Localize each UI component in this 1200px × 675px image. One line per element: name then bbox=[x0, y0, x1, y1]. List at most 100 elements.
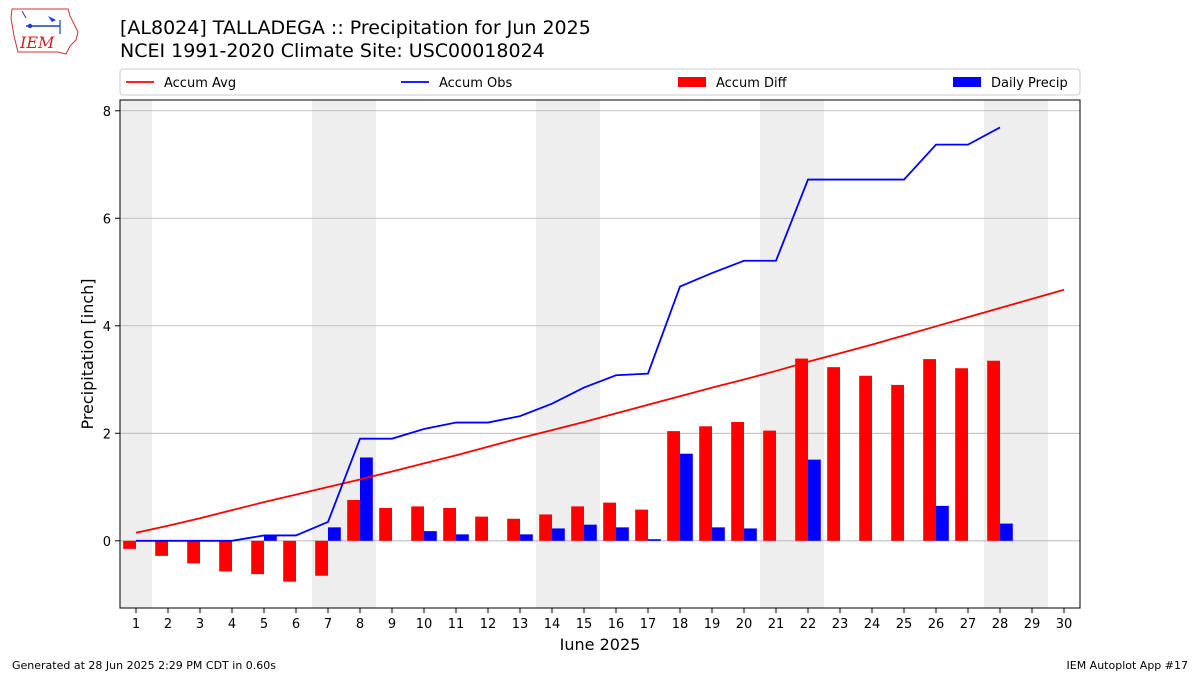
x-tick-label: 28 bbox=[992, 617, 1009, 632]
legend-accum-diff-marker bbox=[678, 77, 706, 87]
accum-diff-bar bbox=[539, 514, 552, 541]
daily-precip-bar bbox=[264, 535, 277, 541]
x-tick-label: 12 bbox=[480, 617, 497, 632]
x-tick-label: 17 bbox=[640, 617, 657, 632]
accum-diff-bar bbox=[219, 540, 232, 572]
accum-diff-bar bbox=[987, 360, 1000, 541]
accum-diff-bar bbox=[763, 430, 776, 541]
accum-diff-bar bbox=[635, 509, 648, 541]
accum-diff-bar bbox=[155, 540, 168, 556]
svg-text:IEM: IEM bbox=[19, 33, 55, 52]
accum-diff-bar bbox=[795, 358, 808, 541]
daily-precip-bar bbox=[712, 527, 725, 541]
accum-diff-bar bbox=[603, 502, 616, 541]
chart-title: [AL8024] TALLADEGA :: Precipitation for … bbox=[120, 17, 591, 39]
y-tick-label: 4 bbox=[103, 320, 111, 335]
daily-precip-bar bbox=[360, 457, 373, 541]
accum-diff-bar bbox=[891, 384, 904, 541]
legend-accum-avg-label: Accum Avg bbox=[164, 76, 236, 91]
accum-obs-line bbox=[136, 126, 1001, 542]
x-tick-label: 27 bbox=[960, 617, 977, 632]
x-tick-label: 11 bbox=[448, 617, 465, 632]
x-tick-label: 2 bbox=[164, 617, 172, 632]
x-tick-label: 13 bbox=[512, 617, 529, 632]
x-tick-label: 20 bbox=[736, 617, 753, 632]
x-tick-label: 9 bbox=[388, 617, 396, 632]
x-tick-label: 30 bbox=[1056, 617, 1073, 632]
daily-precip-bar bbox=[424, 531, 437, 541]
x-tick-label: 5 bbox=[260, 617, 268, 632]
x-tick-label: 24 bbox=[864, 617, 881, 632]
x-tick-label: 4 bbox=[228, 617, 236, 632]
accum-diff-bar bbox=[443, 508, 456, 541]
daily-precip-bar bbox=[584, 524, 597, 541]
accum-avg-line bbox=[135, 288, 1065, 534]
iem-logo: IEM bbox=[10, 8, 79, 55]
x-tick-label: 22 bbox=[800, 617, 817, 632]
footer-app: IEM Autoplot App #17 bbox=[1066, 659, 1189, 672]
daily-precip-bar bbox=[936, 505, 949, 541]
x-tick-label: 29 bbox=[1024, 617, 1041, 632]
accum-diff-bar bbox=[411, 506, 424, 541]
accum-diff-bar bbox=[507, 518, 520, 541]
y-tick-label: 2 bbox=[103, 427, 111, 442]
daily-precip-bar bbox=[648, 539, 661, 541]
legend: Accum Avg Accum Obs Accum Diff Daily Precip bbox=[119, 68, 1081, 96]
daily-precip-bar bbox=[456, 534, 469, 541]
weekend-band bbox=[120, 100, 152, 608]
accum-diff-bar bbox=[731, 422, 744, 541]
x-axis-label: June 2025 bbox=[559, 635, 641, 650]
legend-accum-diff-label: Accum Diff bbox=[716, 76, 788, 91]
plot-frame bbox=[119, 99, 1081, 609]
accum-diff-bar bbox=[379, 508, 392, 541]
accum-diff-bar bbox=[283, 540, 296, 582]
x-tick-label: 19 bbox=[704, 617, 721, 632]
accum-diff-bar bbox=[859, 375, 872, 541]
legend-daily-precip-marker bbox=[953, 77, 981, 87]
daily-precip-bar bbox=[616, 527, 629, 541]
x-tick-label: 10 bbox=[416, 617, 433, 632]
daily-precip-bar bbox=[680, 453, 693, 541]
x-tick-label: 23 bbox=[832, 617, 849, 632]
accum-diff-bar bbox=[315, 540, 328, 576]
accum-diff-bar bbox=[827, 367, 840, 541]
y-tick-label: 8 bbox=[103, 105, 111, 120]
x-tick-label: 26 bbox=[928, 617, 945, 632]
accum-diff-bar bbox=[923, 359, 936, 541]
accum-diff-bar bbox=[667, 431, 680, 541]
daily-precip-bar bbox=[1000, 523, 1013, 541]
y-tick-label: 6 bbox=[103, 212, 111, 227]
daily-precip-bar bbox=[744, 528, 757, 541]
daily-precip-bar bbox=[328, 527, 341, 541]
x-tick-label: 7 bbox=[324, 617, 332, 632]
x-tick-label: 15 bbox=[576, 617, 593, 632]
legend-accum-obs-label: Accum Obs bbox=[439, 76, 512, 91]
x-tick-label: 3 bbox=[196, 617, 204, 632]
accum-diff-bar bbox=[251, 540, 264, 575]
y-axis-label: Precipitation [inch] bbox=[78, 278, 97, 429]
x-tick-label: 25 bbox=[896, 617, 913, 632]
accum-diff-bar bbox=[347, 499, 360, 541]
daily-precip-bar bbox=[520, 534, 533, 541]
accum-diff-bar bbox=[571, 506, 584, 541]
accum-diff-bar bbox=[123, 540, 136, 549]
x-tick-label: 14 bbox=[544, 617, 561, 632]
accum-diff-bar bbox=[699, 426, 712, 541]
footer-generated: Generated at 28 Jun 2025 2:29 PM CDT in … bbox=[12, 659, 277, 672]
x-tick-label: 8 bbox=[356, 617, 364, 632]
x-tick-label: 18 bbox=[672, 617, 689, 632]
y-tick-label: 0 bbox=[103, 535, 111, 550]
accum-diff-bar bbox=[955, 368, 968, 541]
x-tick-label: 6 bbox=[292, 617, 300, 632]
accum-diff-bar bbox=[475, 516, 488, 541]
daily-precip-bar bbox=[552, 528, 565, 541]
daily-precip-bar bbox=[808, 459, 821, 541]
x-tick-label: 1 bbox=[132, 617, 140, 632]
legend-box bbox=[119, 68, 1081, 96]
x-tick-label: 16 bbox=[608, 617, 625, 632]
legend-daily-precip-label: Daily Precip bbox=[991, 76, 1068, 91]
x-tick-label: 21 bbox=[768, 617, 785, 632]
accum-diff-bar bbox=[187, 540, 200, 564]
chart-subtitle: NCEI 1991-2020 Climate Site: USC00018024 bbox=[120, 40, 545, 62]
